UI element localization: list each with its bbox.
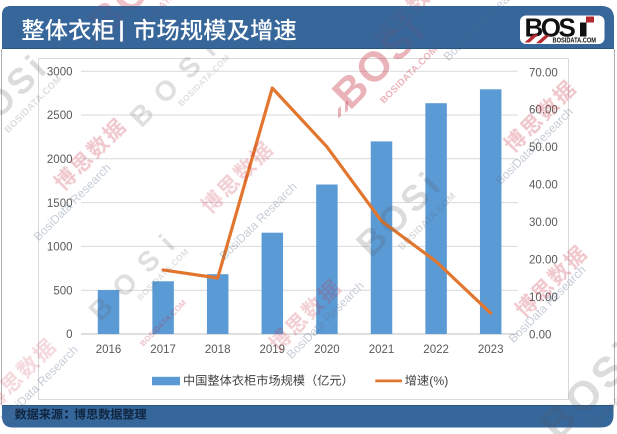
- svg-text:2022: 2022: [423, 344, 449, 356]
- svg-text:2017: 2017: [150, 344, 176, 356]
- svg-text:2000: 2000: [47, 154, 73, 166]
- svg-text:2016: 2016: [96, 344, 122, 356]
- svg-text:2018: 2018: [205, 344, 231, 356]
- svg-text:30.00: 30.00: [529, 217, 558, 229]
- svg-text:0: 0: [66, 329, 72, 341]
- svg-text:40.00: 40.00: [529, 180, 558, 192]
- svg-text:2021: 2021: [369, 344, 395, 356]
- svg-text:2020: 2020: [314, 344, 340, 356]
- svg-text:BOSIDATA.COM: BOSIDATA.COM: [553, 37, 597, 44]
- svg-text:50.00: 50.00: [529, 142, 558, 154]
- svg-text:2023: 2023: [478, 344, 504, 356]
- svg-text:(%): (%): [429, 374, 448, 388]
- svg-text:500: 500: [53, 285, 72, 297]
- svg-text:70.00: 70.00: [529, 67, 558, 79]
- svg-text:1000: 1000: [47, 242, 73, 254]
- svg-text:1500: 1500: [47, 198, 73, 210]
- svg-text:3000: 3000: [47, 66, 73, 78]
- svg-text:0.00: 0.00: [529, 329, 551, 341]
- svg-text:2500: 2500: [47, 110, 73, 122]
- svg-text:20.00: 20.00: [529, 255, 558, 267]
- svg-text:10.00: 10.00: [529, 292, 558, 304]
